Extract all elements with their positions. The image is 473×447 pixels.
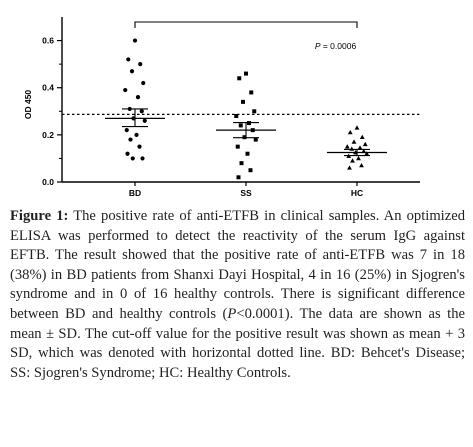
significance-bracket <box>134 21 358 28</box>
data-point <box>349 146 355 151</box>
group-hc <box>327 125 387 170</box>
data-point <box>123 87 128 93</box>
caption-label: Figure 1: <box>10 208 69 224</box>
data-point <box>125 151 130 156</box>
data-point <box>134 132 139 137</box>
y-tick-label: 0.6 <box>42 36 54 46</box>
data-point <box>135 95 141 100</box>
data-point <box>357 145 363 150</box>
data-point <box>359 163 364 168</box>
data-point <box>234 114 239 118</box>
data-point <box>362 141 368 147</box>
figure-caption: Figure 1: The positive rate of anti-ETFB… <box>10 207 465 383</box>
data-point <box>235 144 240 149</box>
data-point <box>137 144 142 149</box>
data-point <box>130 156 135 161</box>
data-point <box>241 99 245 104</box>
data-point <box>245 151 250 156</box>
data-point <box>236 175 241 180</box>
data-point <box>138 62 143 67</box>
group-bd <box>105 38 165 161</box>
data-point <box>350 158 355 163</box>
data-point <box>237 76 242 81</box>
data-point <box>128 137 133 142</box>
y-tick-label: 0.0 <box>42 177 54 187</box>
data-point <box>140 156 145 161</box>
significance-label: P = 0.0006 <box>315 41 357 51</box>
x-tick-label: HC <box>351 188 363 198</box>
y-tick-label: 0.4 <box>42 83 54 93</box>
data-point <box>347 165 352 170</box>
caption-p-italic: P <box>227 305 237 322</box>
data-point <box>139 109 144 114</box>
data-point <box>248 168 253 173</box>
data-point <box>253 137 258 142</box>
data-point <box>351 139 357 144</box>
data-point <box>347 130 353 135</box>
y-tick-label: 0.2 <box>42 130 54 140</box>
data-point <box>344 144 350 149</box>
x-tick-label: BD <box>129 188 141 198</box>
data-point <box>238 123 243 128</box>
data-point <box>129 69 135 74</box>
x-tick-label: SS <box>240 188 252 198</box>
y-axis-label: OD 450 <box>23 90 33 120</box>
data-point <box>244 71 248 76</box>
data-point <box>239 161 244 166</box>
data-point <box>124 128 129 133</box>
data-point <box>249 90 254 95</box>
data-point <box>359 134 365 140</box>
caption-text-part2: <0.0001). The data are shown as the mean… <box>10 305 465 381</box>
data-point <box>126 57 131 62</box>
caption-text-part1: The positive rate of anti-ETFB in clinic… <box>10 208 465 322</box>
data-point <box>142 118 147 123</box>
data-point <box>364 151 370 156</box>
axes: 0.0 0.2 0.4 0.6 OD 450 BD SS HC <box>23 17 420 198</box>
data-point <box>132 38 138 43</box>
data-point <box>141 80 146 86</box>
data-point <box>354 125 360 130</box>
group-ss <box>216 71 276 180</box>
chart-marks: P = 0.0006 <box>62 21 420 180</box>
data-point <box>356 155 361 161</box>
scatter-chart: 0.0 0.2 0.4 0.6 OD 450 BD SS HC P = 0.0006 <box>23 17 420 198</box>
data-point <box>252 109 257 114</box>
